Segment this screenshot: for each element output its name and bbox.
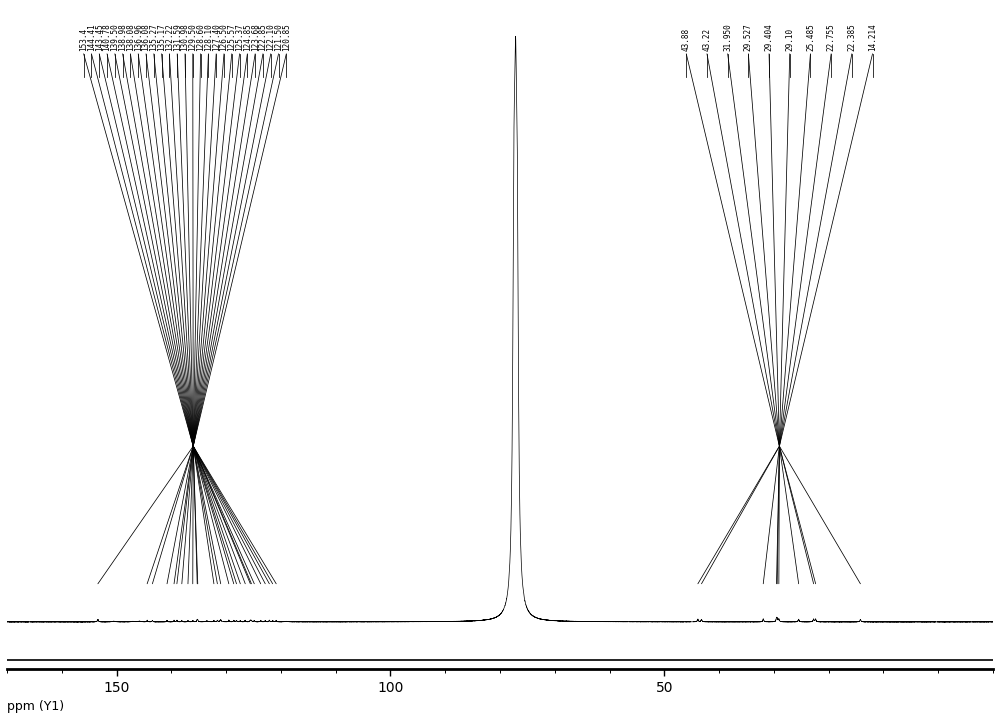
Text: 126.50: 126.50 [219,23,228,51]
Text: 125.37: 125.37 [235,23,244,51]
Text: 120.85: 120.85 [282,23,291,51]
Text: 138.98: 138.98 [118,23,127,51]
Text: 153.4: 153.4 [79,28,88,51]
Text: 130.98: 130.98 [180,23,189,51]
Text: 128.10: 128.10 [204,23,213,51]
Text: 14.214: 14.214 [868,23,877,51]
Text: 29.404: 29.404 [765,23,774,51]
X-axis label: ppm (Y1): ppm (Y1) [7,700,64,713]
Text: 122.85: 122.85 [258,23,267,51]
Text: 122.10: 122.10 [266,23,275,51]
Text: 129.50: 129.50 [188,23,197,51]
Text: 127.40: 127.40 [212,23,221,51]
Text: 135.27: 135.27 [149,23,158,51]
Text: 136.96: 136.96 [134,23,143,51]
Text: 123.68: 123.68 [251,23,260,51]
Text: 132.22: 132.22 [165,23,174,51]
Text: 135.17: 135.17 [157,23,166,51]
Text: 138.08: 138.08 [126,23,135,51]
Text: 22.385: 22.385 [847,23,856,51]
Text: 43.88: 43.88 [682,28,691,51]
Text: 29.527: 29.527 [744,23,753,51]
Text: 143.45: 143.45 [95,23,104,51]
Text: 125.57: 125.57 [227,23,236,51]
Text: 31.950: 31.950 [723,23,732,51]
Text: 124.85: 124.85 [243,23,252,51]
Text: 22.755: 22.755 [827,23,836,51]
Text: 128.60: 128.60 [196,23,205,51]
Text: 25.485: 25.485 [806,23,815,51]
Text: 29.10: 29.10 [785,28,794,51]
Text: 121.50: 121.50 [274,23,283,51]
Text: 144.41: 144.41 [87,23,96,51]
Text: 136.08: 136.08 [142,23,151,51]
Text: 139.50: 139.50 [110,23,119,51]
Text: 43.22: 43.22 [702,28,711,51]
Text: 140.78: 140.78 [103,23,112,51]
Text: 131.59: 131.59 [173,23,182,51]
